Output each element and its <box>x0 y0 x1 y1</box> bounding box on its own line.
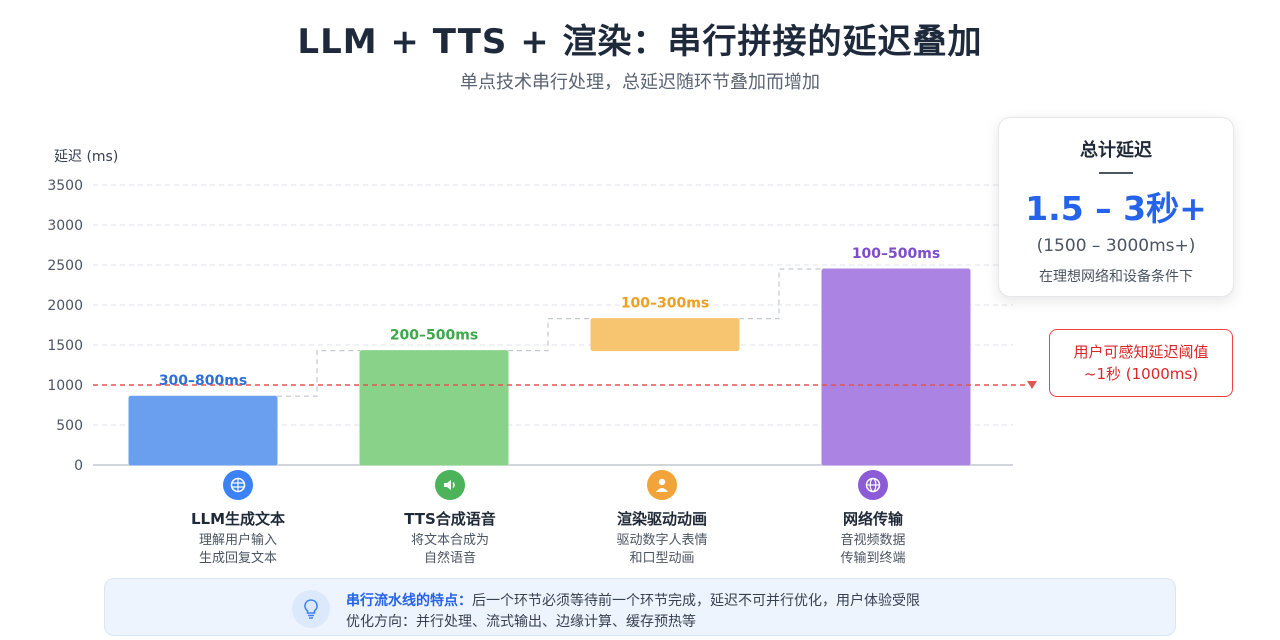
stage-network: 网络传输 音视频数据 传输到终端 <box>778 470 968 568</box>
stage-desc: 生成回复文本 <box>198 551 277 566</box>
y-tick-label: 2000 <box>47 298 83 314</box>
total-latency-ms: (1500 – 3000ms+) <box>1036 236 1196 256</box>
stair-connector <box>739 268 822 320</box>
threshold-note-value: ~1秒 (1000ms) <box>1083 365 1199 383</box>
globe-icon <box>858 470 888 500</box>
total-latency-condition: 在理想网络和设备条件下 <box>1039 269 1193 285</box>
lightbulb-icon <box>292 590 330 628</box>
y-tick-label: 0 <box>74 458 83 474</box>
person-icon <box>647 470 677 500</box>
speaker-icon <box>435 470 465 500</box>
stage-desc: 驱动数字人表情 <box>616 533 708 548</box>
stage-llm: LLM生成文本 理解用户输入 生成回复文本 <box>143 470 333 568</box>
bar-value-label: 100–500ms <box>852 246 940 262</box>
stage-name: 渲染驱动动画 <box>616 510 707 528</box>
bar-value-label: 100–300ms <box>621 296 709 312</box>
page-title: LLM + TTS + 渲染：串行拼接的延迟叠加 <box>297 22 983 62</box>
total-latency-value: 1.5 – 3秒+ <box>1025 189 1207 228</box>
stair-connector <box>277 350 360 397</box>
y-tick-label: 500 <box>56 418 83 434</box>
stage-desc: 自然语音 <box>423 551 476 566</box>
stage-desc: 将文本合成为 <box>410 533 489 548</box>
stage-desc: 音视频数据 <box>840 533 906 548</box>
stage-desc: 传输到终端 <box>840 551 906 566</box>
bar <box>590 318 740 352</box>
threshold-marker <box>1027 381 1037 389</box>
bar <box>128 395 278 466</box>
stage-name: 网络传输 <box>842 510 903 528</box>
stage-name: LLM生成文本 <box>190 510 286 528</box>
footer-line1: 后一个环节必须等待前一个环节完成，延迟不可并行优化，用户体验受限 <box>472 593 920 609</box>
stair-connector <box>508 318 591 352</box>
footer-key: 串行流水线的特点： <box>346 593 472 609</box>
y-tick-label: 2500 <box>47 258 83 274</box>
threshold-note-title: 用户可感知延迟阈值 <box>1073 343 1209 361</box>
stage-tts: TTS合成语音 将文本合成为 自然语音 <box>355 470 545 568</box>
bar <box>821 268 971 466</box>
stage-render: 渲染驱动动画 驱动数字人表情 和口型动画 <box>567 470 757 568</box>
bar-value-label: 300–800ms <box>159 373 247 389</box>
divider <box>1099 172 1133 174</box>
threshold-note: 用户可感知延迟阈值 ~1秒 (1000ms) <box>1049 329 1233 397</box>
footer-text: 串行流水线的特点：后一个环节必须等待前一个环节完成，延迟不可并行优化，用户体验受… <box>346 591 920 633</box>
total-latency-title: 总计延迟 <box>1080 140 1152 161</box>
stage-desc: 理解用户输入 <box>198 533 277 548</box>
footer-note <box>104 578 1176 636</box>
y-tick-label: 3000 <box>47 218 83 234</box>
bar <box>359 350 509 466</box>
page-subtitle: 单点技术串行处理，总延迟随环节叠加而增加 <box>460 72 820 93</box>
y-axis-label: 延迟 (ms) <box>54 149 118 165</box>
total-latency-card: 总计延迟 1.5 – 3秒+ (1500 – 3000ms+) 在理想网络和设备… <box>998 117 1234 297</box>
y-tick-label: 3500 <box>47 178 83 194</box>
footer-line2: 优化方向：并行处理、流式输出、边缘计算、缓存预热等 <box>346 614 696 630</box>
y-tick-label: 1000 <box>47 378 83 394</box>
stage-name: TTS合成语音 <box>404 510 496 528</box>
bar-value-label: 200–500ms <box>390 328 478 344</box>
y-tick-label: 1500 <box>47 338 83 354</box>
brain-icon <box>223 470 253 500</box>
stage-desc: 和口型动画 <box>629 551 695 566</box>
